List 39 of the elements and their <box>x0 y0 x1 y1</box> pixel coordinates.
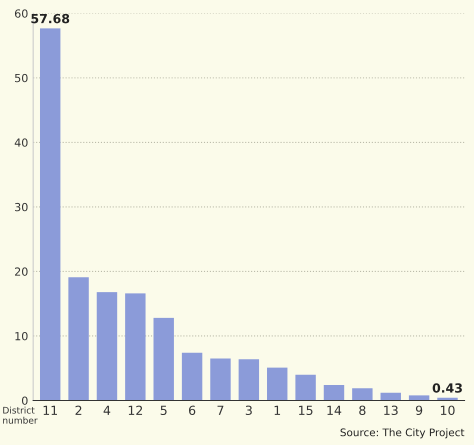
source-note: Source: The City Project <box>340 428 464 438</box>
x-axis-title: District number <box>3 406 38 424</box>
bar <box>40 28 60 400</box>
x-tick-label: 13 <box>384 406 398 416</box>
y-tick-label: 20 <box>14 267 28 276</box>
y-tick-label: 50 <box>15 74 28 82</box>
bar <box>210 358 231 400</box>
y-tick-label: 60 <box>14 9 28 18</box>
bar <box>182 352 202 400</box>
data-label: 0.43 <box>432 383 462 393</box>
bar <box>267 368 288 400</box>
y-tick-label: 0 <box>22 396 28 405</box>
x-tick-label: 3 <box>246 406 252 416</box>
x-tick-label: 1 <box>274 406 280 415</box>
bar <box>96 292 118 400</box>
x-tick-label: 12 <box>128 406 142 415</box>
data-label: 57.68 <box>31 14 70 24</box>
x-tick-label: 4 <box>104 406 110 415</box>
x-tick-label: 7 <box>218 406 224 415</box>
bar <box>380 392 401 400</box>
x-tick-label: 2 <box>76 406 82 415</box>
y-tick-label: 30 <box>15 202 28 212</box>
bar <box>125 293 146 400</box>
bar <box>68 277 89 400</box>
bar <box>238 359 260 400</box>
y-tick-label: 40 <box>14 138 28 147</box>
x-tick-label: 15 <box>299 406 312 416</box>
x-tick-label: 5 <box>160 406 167 416</box>
bar <box>352 388 373 400</box>
x-tick-label: 8 <box>359 406 366 416</box>
x-tick-label: 6 <box>188 406 196 416</box>
x-tick-label: 11 <box>44 406 58 415</box>
y-tick-label: 10 <box>15 332 28 340</box>
x-tick-label: 14 <box>327 406 342 415</box>
bar <box>295 374 316 400</box>
x-tick-label: 9 <box>416 406 422 416</box>
bar <box>154 318 174 400</box>
x-tick-label: 10 <box>440 406 455 416</box>
bar <box>324 385 344 400</box>
